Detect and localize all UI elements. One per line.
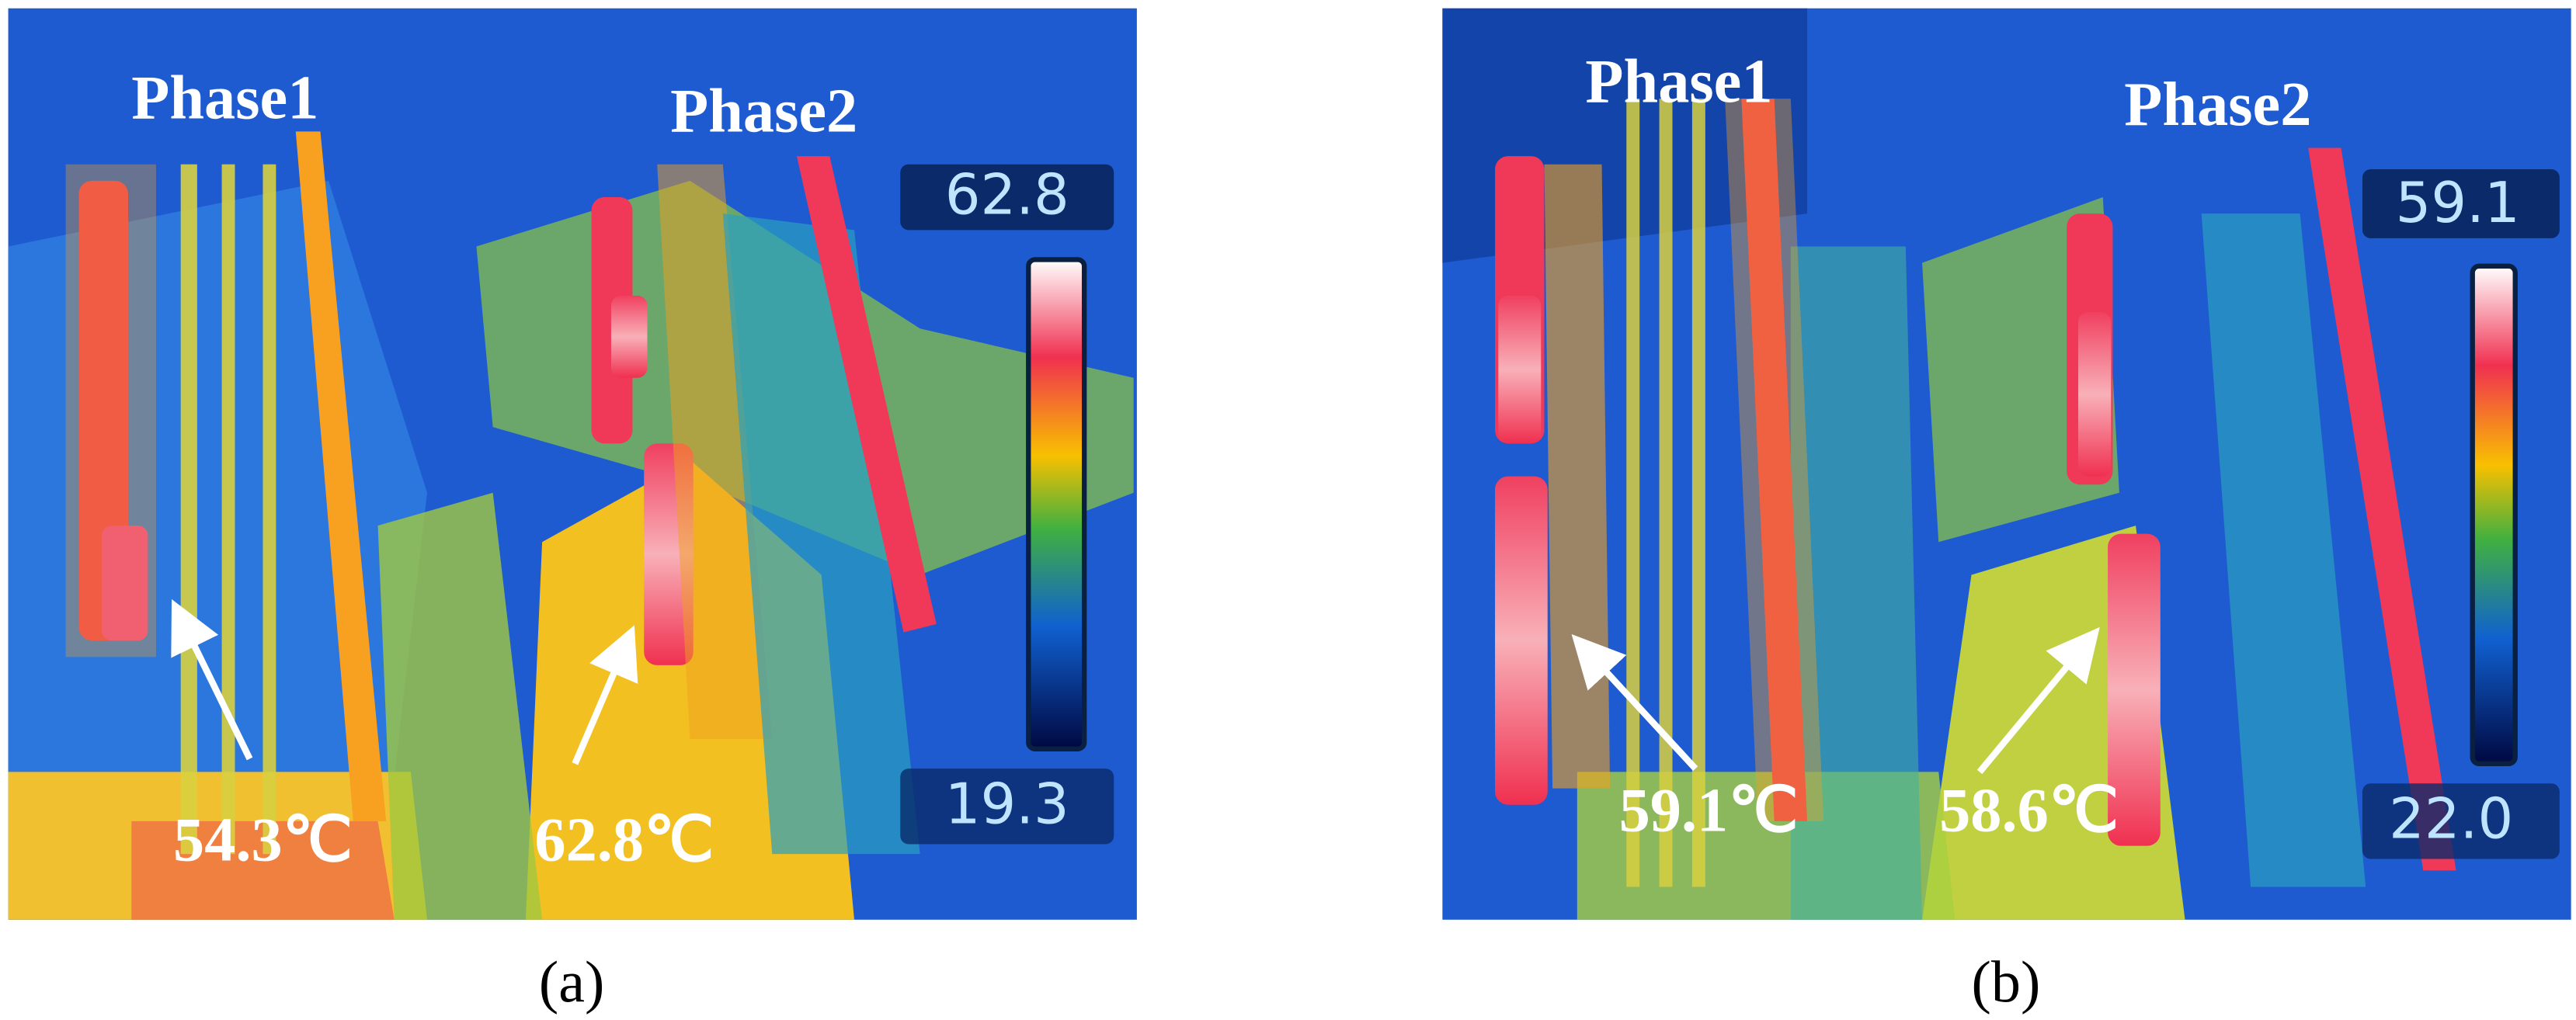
phase-label: Phase1 bbox=[1585, 47, 1772, 116]
caption: (b) bbox=[1972, 950, 2041, 1015]
caption: (a) bbox=[539, 950, 605, 1015]
scale-min: 19.3 bbox=[945, 771, 1069, 836]
phase-label: Phase2 bbox=[2124, 70, 2311, 139]
phase-label: Phase1 bbox=[131, 63, 318, 132]
thermal-image-b: Phase1 Phase2 59.1 22.0 59.1℃ 58.6℃ bbox=[1442, 8, 2571, 920]
phase-label: Phase2 bbox=[670, 76, 857, 145]
scale-max: 59.1 bbox=[2396, 170, 2520, 235]
temperature-label: 59.1℃ bbox=[1619, 776, 1799, 845]
thermal-image-a: Phase1 Phase2 62.8 19.3 54.3℃ 62.8℃ bbox=[8, 8, 1137, 920]
scale-max: 62.8 bbox=[945, 162, 1069, 227]
temperature-label: 54.3℃ bbox=[173, 806, 353, 875]
temperature-label: 62.8℃ bbox=[534, 806, 714, 875]
temperature-label: 58.6℃ bbox=[1939, 776, 2119, 845]
scale-min: 22.0 bbox=[2389, 786, 2513, 852]
